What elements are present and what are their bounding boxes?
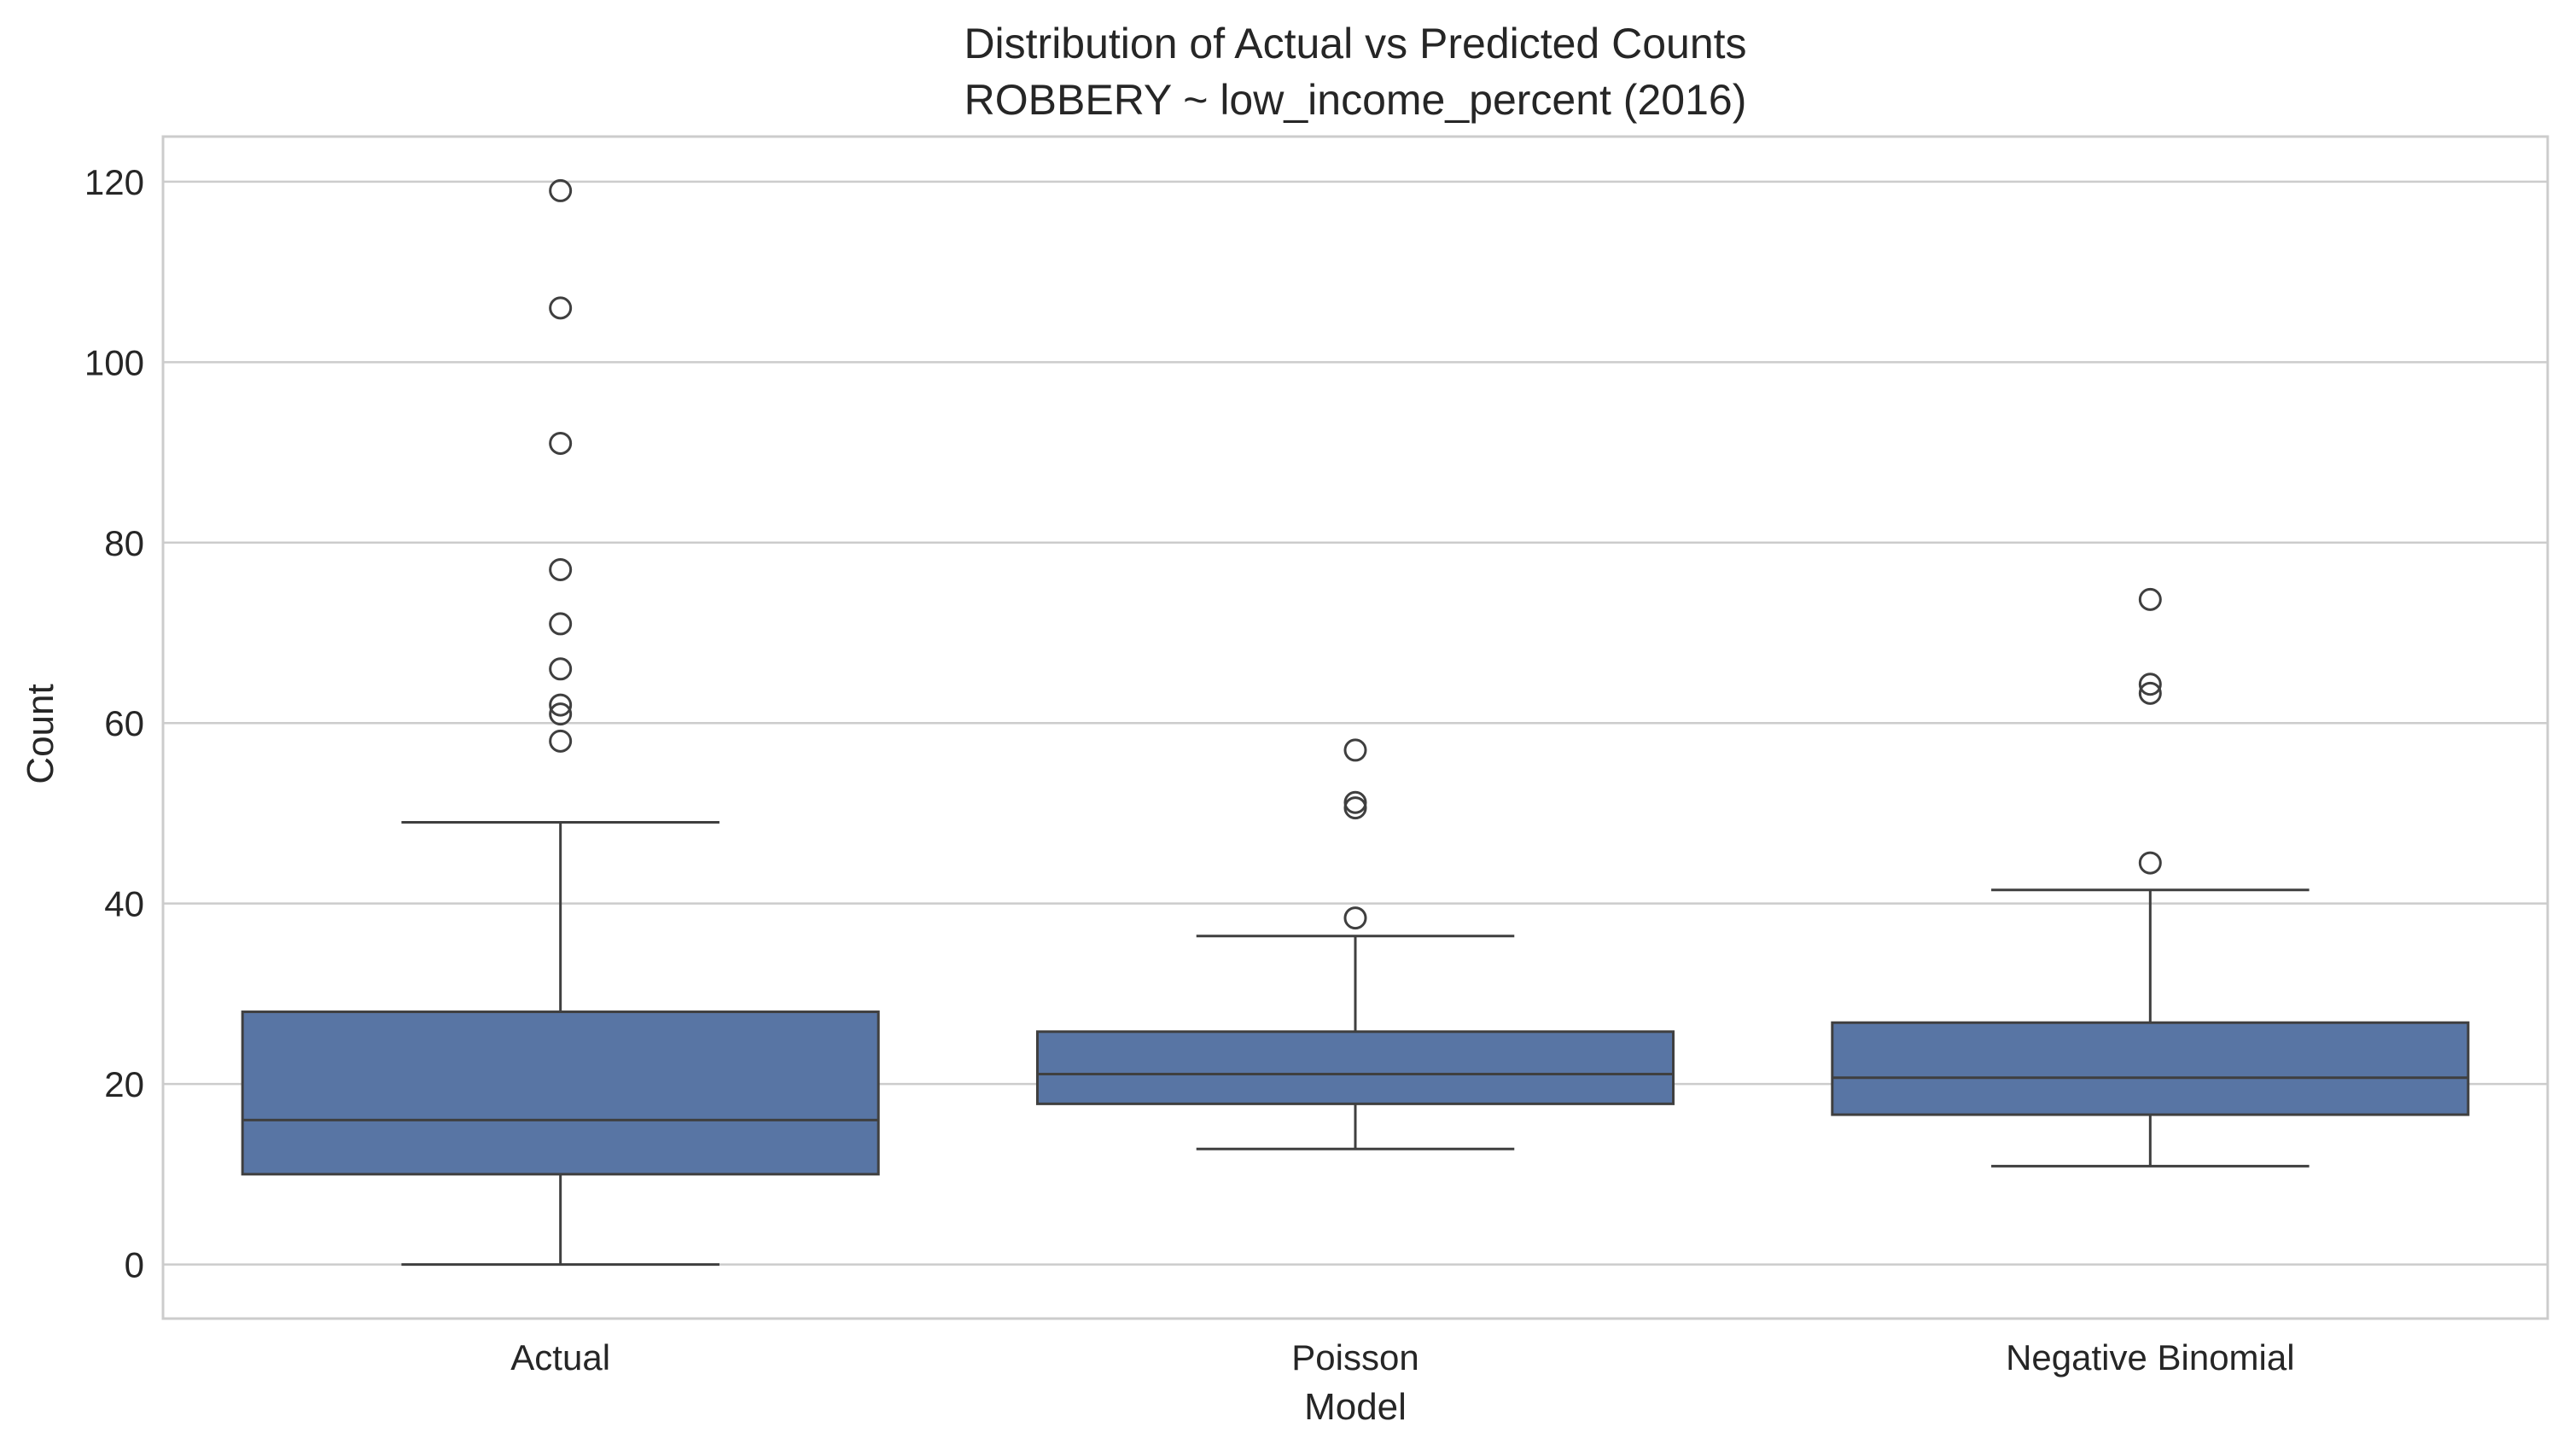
outlier-point: [2138, 681, 2162, 705]
boxes: [241, 178, 2470, 1267]
iqr-box: [241, 1010, 880, 1176]
y-tick-label: 120: [84, 162, 144, 202]
y-tick-label: 60: [104, 703, 144, 743]
outlier-point: [549, 296, 573, 320]
chart-title: Distribution of Actual vs Predicted Coun…: [964, 20, 1746, 67]
outlier-point: [549, 657, 573, 681]
outlier-point: [1343, 738, 1367, 762]
outlier-point: [2138, 851, 2162, 875]
outlier-point: [549, 693, 573, 717]
x-tick-label: Poisson: [1291, 1337, 1418, 1377]
outlier-point: [549, 557, 573, 581]
chart-subtitle: ROBBERY ~ low_income_percent (2016): [964, 76, 1747, 124]
outlier-point: [549, 431, 573, 455]
y-tick-label: 40: [104, 884, 144, 924]
outlier-point: [2138, 587, 2162, 611]
axes: 0 20 40 60 80 100 120 Actual Poisson Negative Bin…: [84, 135, 2549, 1377]
outlier-point: [549, 702, 573, 726]
outlier-point: [1343, 790, 1367, 814]
box-group: [241, 178, 880, 1267]
y-tick-label: 20: [104, 1064, 144, 1104]
x-axis-label: Model: [1304, 1386, 1407, 1428]
y-tick-label: 100: [84, 342, 144, 382]
outlier-point: [2138, 673, 2162, 696]
outlier-point: [1343, 796, 1367, 820]
outlier-point: [1343, 906, 1367, 930]
box-group: [1831, 587, 2470, 1168]
y-tick-label: 80: [104, 523, 144, 563]
x-tick-label: Actual: [510, 1337, 610, 1377]
outlier-point: [549, 612, 573, 636]
outlier-point: [549, 729, 573, 753]
iqr-box: [1035, 1030, 1675, 1105]
plot-frame: [161, 135, 2549, 1320]
x-tick-label: Negative Binomial: [2006, 1337, 2295, 1377]
y-tick-label: 0: [125, 1245, 144, 1285]
outlier-point: [549, 178, 573, 202]
y-axis-label: Count: [20, 684, 61, 783]
box-group: [1035, 738, 1675, 1150]
iqr-box: [1831, 1021, 2470, 1116]
